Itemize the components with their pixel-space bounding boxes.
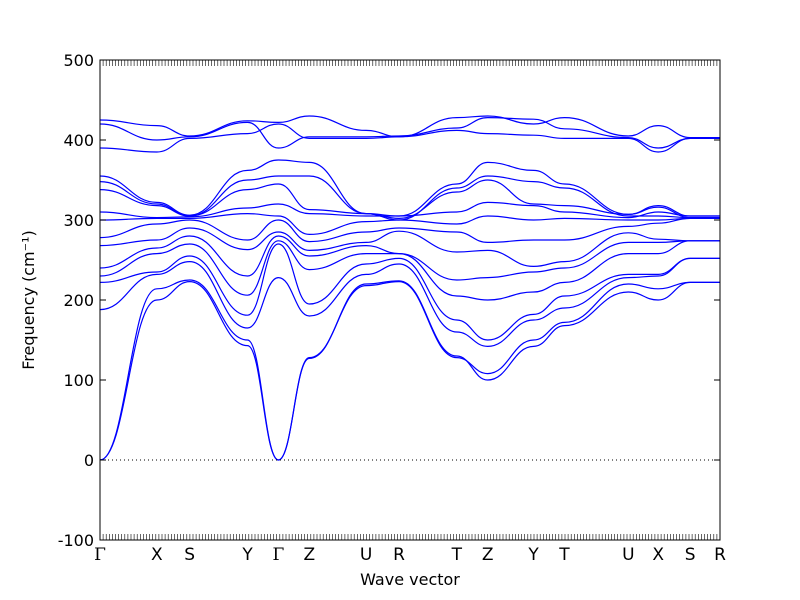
- bands-layer: [99, 115, 720, 461]
- band-line-10: [99, 201, 720, 219]
- y-tick-label: 500: [63, 51, 94, 70]
- y-tick-label: 300: [63, 211, 94, 230]
- kpoint-label: Y: [241, 545, 253, 565]
- kpoint-label: U: [622, 545, 634, 565]
- band-line-11: [99, 179, 720, 220]
- kpoint-label: Y: [527, 545, 539, 565]
- kpoint-label: R: [393, 545, 405, 565]
- band-line-2: [99, 279, 720, 461]
- y-tick-label: -100: [58, 531, 94, 550]
- band-line-5: [99, 240, 720, 301]
- band-line-16: [99, 115, 720, 139]
- kpoint-label: R: [714, 545, 726, 565]
- band-line-3: [99, 257, 720, 348]
- x-axis-title: Wave vector: [360, 570, 460, 589]
- kpoint-label: T: [558, 545, 570, 565]
- band-line-8: [99, 217, 720, 244]
- kpoint-label: T: [451, 545, 463, 565]
- kpoint-label: U: [360, 545, 372, 565]
- kpoint-label: S: [685, 545, 696, 565]
- band-line-7: [99, 227, 720, 268]
- kpoint-label: Γ: [273, 545, 285, 565]
- kpoint-label: Z: [303, 545, 315, 565]
- plot-frame: [99, 59, 721, 541]
- band-line-1: [99, 280, 720, 461]
- y-tick-label: 200: [63, 291, 94, 310]
- y-tick-label: 100: [63, 371, 94, 390]
- band-line-13: [99, 159, 720, 219]
- kpoint-label: S: [184, 545, 195, 565]
- kpoint-label: Z: [482, 545, 494, 565]
- band-line-12: [99, 175, 720, 221]
- band-line-14: [99, 123, 720, 153]
- band-line-9: [99, 212, 720, 236]
- kpoint-label: X: [652, 545, 664, 565]
- y-tick-label: 0: [84, 451, 94, 470]
- kpoint-label: Γ: [94, 545, 106, 565]
- y-axis-title: Frequency (cm⁻¹): [19, 230, 38, 369]
- kpoint-label: X: [151, 545, 163, 565]
- y-tick-label: 400: [63, 131, 94, 150]
- y-axis-ticks: -100 0 100 200 300 400 500: [58, 51, 720, 550]
- band-line-6: [99, 235, 720, 281]
- band-line-15: [99, 116, 720, 149]
- band-line-4: [99, 243, 720, 341]
